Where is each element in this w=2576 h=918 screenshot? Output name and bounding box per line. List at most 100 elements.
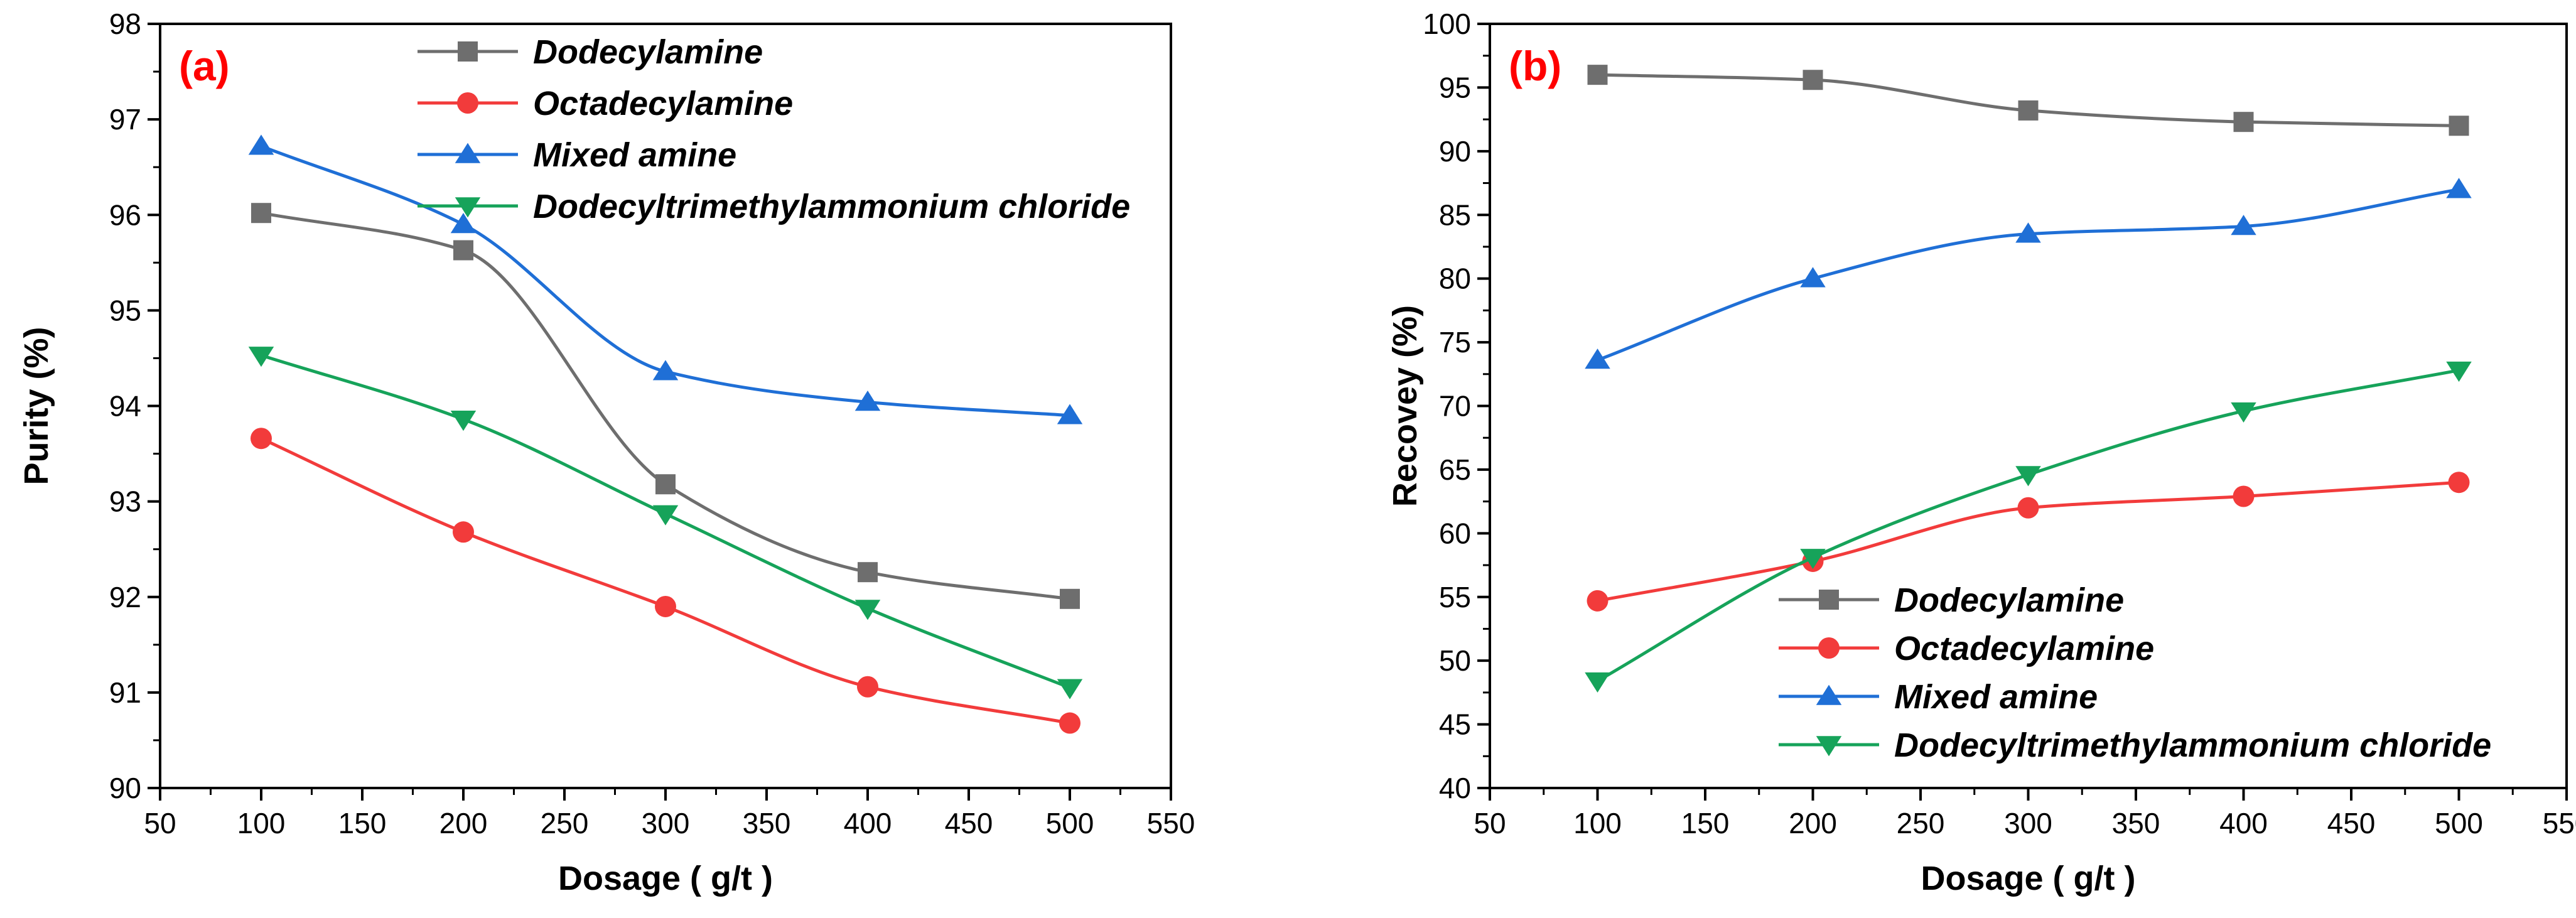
legend-label: Dodecylamine [533, 33, 763, 71]
y-tick-label: 92 [109, 581, 141, 613]
legend: Dodecylamine Octadecylamine Mixed amine Dod… [1779, 581, 2491, 764]
plot-frame [1489, 23, 2568, 789]
legend-marker [455, 197, 481, 218]
x-tick-label: 550 [1147, 807, 1195, 840]
y-tick-label: 40 [1439, 772, 1471, 804]
panel-label: (b) [1509, 43, 1561, 89]
y-axis-title: Purity (%) [18, 327, 55, 485]
data-point [1800, 549, 1826, 570]
y-tick-label: 65 [1439, 453, 1471, 486]
data-point [2231, 215, 2256, 235]
y-tick-label: 94 [109, 390, 141, 423]
y-tick-label: 60 [1439, 517, 1471, 549]
x-tick-label: 400 [2219, 807, 2268, 840]
x-tick-label: 250 [1897, 807, 1945, 840]
data-point [1800, 267, 1826, 288]
legend-marker [1818, 637, 1840, 659]
series-dodecyltrimethylammonium-chloride [1585, 361, 2472, 693]
legend-label: Octadecylamine [533, 85, 793, 122]
x-tick-label: 450 [2327, 807, 2376, 840]
x-tick-label: 150 [338, 807, 387, 840]
data-point [1585, 348, 1610, 369]
y-tick-label: 96 [109, 198, 141, 231]
series-line [1597, 188, 2459, 362]
data-point [450, 410, 477, 431]
legend-marker [1816, 736, 1842, 757]
legend-marker [455, 143, 481, 163]
data-point [450, 213, 477, 234]
series-dodecylamine [251, 203, 1080, 609]
y-tick-label: 45 [1439, 708, 1471, 741]
legend-marker [457, 92, 478, 114]
legend-label: Octadecylamine [1894, 630, 2154, 667]
legend-label: Dodecylamine [1894, 581, 2124, 619]
data-point [655, 595, 676, 617]
x-tick-label: 50 [144, 807, 176, 840]
x-tick-label: 350 [743, 807, 791, 840]
panel-label: (a) [179, 43, 230, 89]
series-dodecyltrimethylammonium-chloride [248, 347, 1083, 699]
data-point [2018, 100, 2039, 121]
data-point [453, 240, 473, 261]
y-tick-label: 93 [109, 485, 141, 518]
y-tick-label: 97 [109, 103, 141, 136]
legend-label: Mixed amine [533, 136, 736, 174]
chart-panel-b: 50 100 150 200 250 300 350 400 450 500 550 40 45 50 55… [1386, 8, 2576, 897]
y-tick-label: 95 [1439, 71, 1471, 104]
data-point [2231, 402, 2256, 423]
data-point [2448, 472, 2470, 494]
data-point [1587, 65, 1608, 85]
x-tick-label: 100 [1573, 807, 1622, 840]
x-tick-label: 450 [945, 807, 993, 840]
y-tick-label: 55 [1439, 581, 1471, 613]
data-point [854, 391, 881, 411]
x-tick-label: 200 [439, 807, 488, 840]
x-tick-label: 300 [642, 807, 690, 840]
data-point [2015, 466, 2041, 487]
x-axis-title: Dosage ( g/t ) [558, 860, 773, 897]
x-tick-label: 500 [1046, 807, 1094, 840]
x-tick-label: 300 [2004, 807, 2052, 840]
legend-label: Dodecyltrimethylammonium chloride [533, 188, 1130, 225]
legend-marker [1816, 684, 1842, 705]
series-mixed-amine [1585, 178, 2472, 369]
y-tick-label: 98 [109, 8, 141, 40]
data-point [2446, 178, 2472, 198]
y-tick-label: 50 [1439, 644, 1471, 677]
series-line [261, 211, 1070, 601]
x-tick-label: 550 [2543, 807, 2576, 840]
x-tick-label: 100 [237, 807, 286, 840]
data-point [2015, 222, 2041, 243]
data-point [1803, 70, 1823, 90]
y-tick-label: 90 [109, 772, 141, 804]
legend-label: Mixed amine [1894, 678, 2098, 716]
data-point [1057, 404, 1083, 424]
data-point [2233, 485, 2255, 507]
legend-marker [458, 41, 478, 62]
x-tick-label: 350 [2112, 807, 2160, 840]
data-point [1585, 672, 1610, 693]
data-point [854, 600, 881, 620]
series-mixed-amine [248, 134, 1083, 424]
x-axis-title: Dosage ( g/t ) [1921, 860, 2135, 897]
y-tick-label: 85 [1439, 198, 1471, 231]
data-point [251, 428, 272, 450]
data-point [1059, 712, 1081, 734]
x-tick-label: 400 [844, 807, 892, 840]
x-tick-label: 200 [1789, 807, 1837, 840]
y-tick-label: 70 [1439, 390, 1471, 423]
data-point [453, 521, 474, 543]
data-point [1587, 590, 1609, 612]
y-tick-label: 100 [1423, 8, 1471, 40]
legend: Dodecylamine Octadecylamine Mixed amine Dod… [418, 33, 1130, 225]
data-point [1057, 679, 1083, 699]
legend-marker [1819, 590, 1839, 610]
data-point [857, 676, 878, 698]
data-point [1060, 588, 1080, 609]
data-point [652, 360, 679, 381]
x-tick-label: 500 [2435, 807, 2483, 840]
x-tick-label: 50 [1474, 807, 1506, 840]
data-point [248, 347, 274, 367]
y-tick-label: 91 [109, 676, 141, 709]
